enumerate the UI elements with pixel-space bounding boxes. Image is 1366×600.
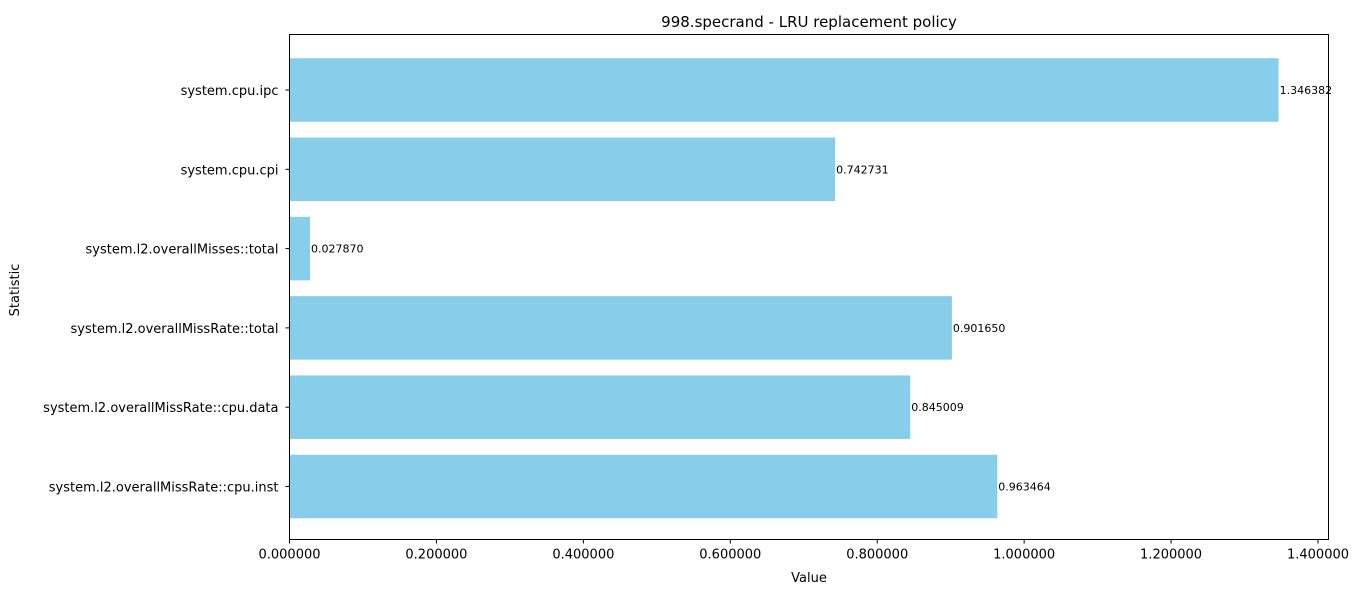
- data-label: 1.346382: [1280, 84, 1333, 97]
- bar: [289, 375, 911, 439]
- y-tick-label: system.l2.overallMisses::total: [86, 243, 279, 258]
- x-axis-label: Value: [791, 571, 827, 586]
- bar: [289, 216, 310, 281]
- bar: [289, 454, 998, 519]
- x-tick-label: 0.600000: [699, 548, 761, 563]
- x-tick-label: 1.000000: [993, 548, 1055, 563]
- y-tick-label: system.l2.overallMissRate::total: [71, 322, 279, 337]
- x-tick-label: 0.400000: [552, 548, 614, 563]
- y-axis-label: Statistic: [8, 264, 23, 317]
- bar: [289, 58, 1279, 122]
- data-label: 0.901650: [953, 322, 1006, 335]
- x-tick-label: 0.000000: [258, 548, 320, 563]
- data-label: 0.963464: [998, 481, 1051, 494]
- y-tick-label: system.cpu.ipc: [181, 84, 279, 99]
- y-tick-label: system.cpu.cpi: [181, 163, 279, 178]
- y-tick-label: system.l2.overallMissRate::cpu.inst: [49, 481, 279, 496]
- bars-layer: 1.346382 0.742731 0.027870 0.901650 0.845009…: [289, 58, 1333, 519]
- x-tick-label: 0.200000: [405, 548, 467, 563]
- data-label: 0.742731: [836, 163, 889, 176]
- bar: [289, 296, 952, 360]
- plot-frame: [289, 34, 1329, 540]
- chart-title: 998.specrand - LRU replacement policy: [661, 13, 957, 31]
- data-label: 0.027870: [311, 243, 364, 256]
- x-tick-label: 0.800000: [846, 548, 908, 563]
- x-tick-label: 1.200000: [1140, 548, 1202, 563]
- ticks-layer: system.cpu.ipc system.cpu.cpi system.l2.ov…: [43, 84, 1349, 563]
- bar: [289, 137, 836, 202]
- data-label: 0.845009: [911, 401, 964, 414]
- y-tick-label: system.l2.overallMissRate::cpu.data: [43, 401, 278, 416]
- x-tick-label: 1.400000: [1287, 548, 1349, 563]
